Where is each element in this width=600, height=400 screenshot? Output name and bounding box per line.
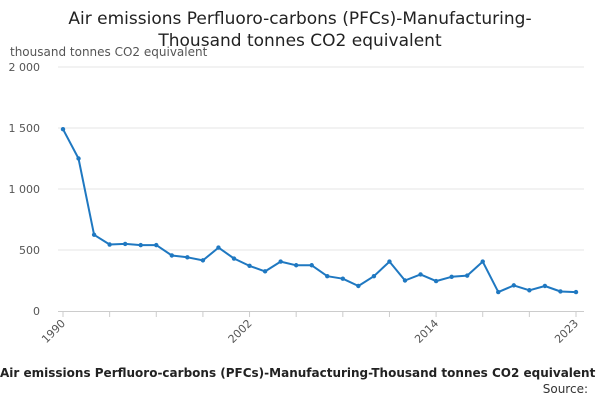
chart-title-line-1: Air emissions Perfluoro-carbons (PFCs)-M… [68,9,532,29]
data-point [496,289,501,295]
chart-title: Air emissions Perfluoro-carbons (PFCs)-M… [0,8,600,52]
x-tick-label: 2014 [412,317,441,346]
data-point [542,283,548,289]
data-point [169,253,175,258]
data-point [60,127,66,132]
y-tick-label: 500 [19,244,40,257]
legend-label: Air emissions Perfluoro-carbons (PFCs)-M… [0,366,596,380]
x-tick-label: 2002 [226,317,255,346]
chart-title-line-2: Thousand tonnes CO2 equivalent [158,31,442,51]
source-label: Source: [542,382,588,396]
data-point [247,263,252,269]
data-point [309,263,314,268]
data-point [278,259,283,264]
axes: 0 500 1 000 1 500 2 000 1990 2002 2014 2023 [9,61,584,346]
data-point [449,274,454,280]
data-point [340,276,346,281]
data-point [573,289,579,295]
data-point [402,278,408,283]
data-point [433,278,439,284]
data-point [464,273,470,278]
x-tick-label: 1990 [39,317,68,346]
grid-lines [58,66,584,251]
data-point [356,283,361,289]
data-point [293,263,299,268]
y-tick-label: 2 000 [9,61,41,74]
data-point [558,289,563,294]
data-point [418,272,423,277]
data-point [325,274,330,279]
data-point [138,242,143,248]
y-axis-units-label: thousand tonnes CO2 equivalent [10,45,208,59]
data-point [527,288,532,293]
data-point [262,269,268,274]
data-point [122,241,128,247]
data-point [216,245,221,250]
data-point [371,274,377,279]
data-point [76,156,81,161]
data-point [231,256,237,261]
data-point [387,259,392,264]
series-line [62,128,577,294]
y-tick-label: 0 [33,305,40,318]
data-point [107,242,112,247]
data-point [185,255,190,260]
data-point [91,232,97,237]
series-layer [60,127,579,295]
data-point [154,242,159,248]
data-point [511,283,517,288]
y-tick-label: 1 500 [9,122,41,135]
x-tick-label: 2023 [552,317,581,346]
data-point [200,258,206,263]
data-point [480,259,485,264]
y-tick-label: 1 000 [9,183,41,196]
